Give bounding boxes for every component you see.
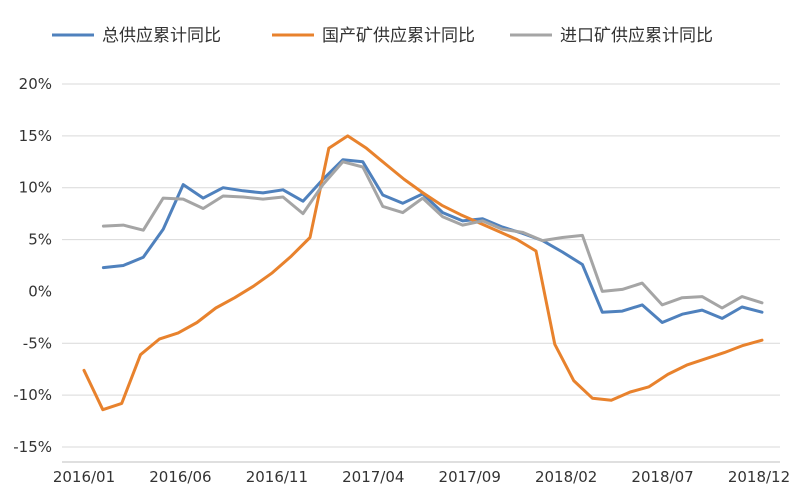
y-tick-labels: -15% -10% -5% 0% 5% 10% 15% 20%	[13, 75, 52, 456]
legend-label: 进口矿供应累计同比	[560, 26, 713, 46]
legend-item: 总供应累计同比	[52, 26, 221, 46]
x-tick-label: 2017/09	[439, 468, 501, 486]
series-line	[82, 134, 764, 412]
y-tick-label: 15%	[19, 127, 52, 145]
y-tick-label: -5%	[23, 334, 52, 352]
gridlines	[62, 83, 780, 448]
series-lines	[82, 134, 764, 412]
y-tick-label: -10%	[13, 386, 52, 404]
x-tick-label: 2016/01	[53, 468, 115, 486]
x-tick-label: 2016/06	[149, 468, 211, 486]
series-line	[101, 158, 764, 324]
y-tick-label: 0%	[28, 282, 52, 300]
x-tick-label: 2017/04	[342, 468, 404, 486]
legend-item: 国产矿供应累计同比	[272, 26, 475, 46]
legend-item: 进口矿供应累计同比	[510, 26, 713, 46]
legend-label: 国产矿供应累计同比	[322, 26, 475, 46]
x-tick-labels: 2016/01 2016/06 2016/11 2017/04 2017/09 2018/…	[53, 468, 790, 486]
legend: 总供应累计同比 国产矿供应累计同比 进口矿供应累计同比	[52, 26, 713, 46]
y-tick-label: 10%	[19, 179, 52, 197]
x-tick-label: 2018/02	[535, 468, 597, 486]
x-tick-label: 2018/12	[728, 468, 790, 486]
y-tick-label: 5%	[28, 231, 52, 249]
legend-label: 总供应累计同比	[102, 26, 221, 46]
series-line	[101, 160, 764, 310]
y-tick-label: -15%	[13, 438, 52, 456]
x-tick-label: 2016/11	[246, 468, 308, 486]
x-tick-label: 2018/07	[631, 468, 693, 486]
y-tick-label: 20%	[19, 75, 52, 93]
